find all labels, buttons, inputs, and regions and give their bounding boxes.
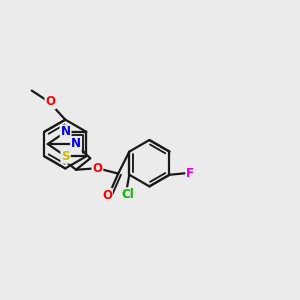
Text: N: N (71, 137, 81, 150)
Text: Cl: Cl (122, 188, 134, 201)
Text: O: O (102, 189, 112, 202)
Text: F: F (186, 167, 194, 180)
Text: N: N (61, 125, 70, 138)
Text: O: O (92, 162, 102, 175)
Text: O: O (45, 95, 56, 108)
Text: S: S (61, 150, 70, 163)
